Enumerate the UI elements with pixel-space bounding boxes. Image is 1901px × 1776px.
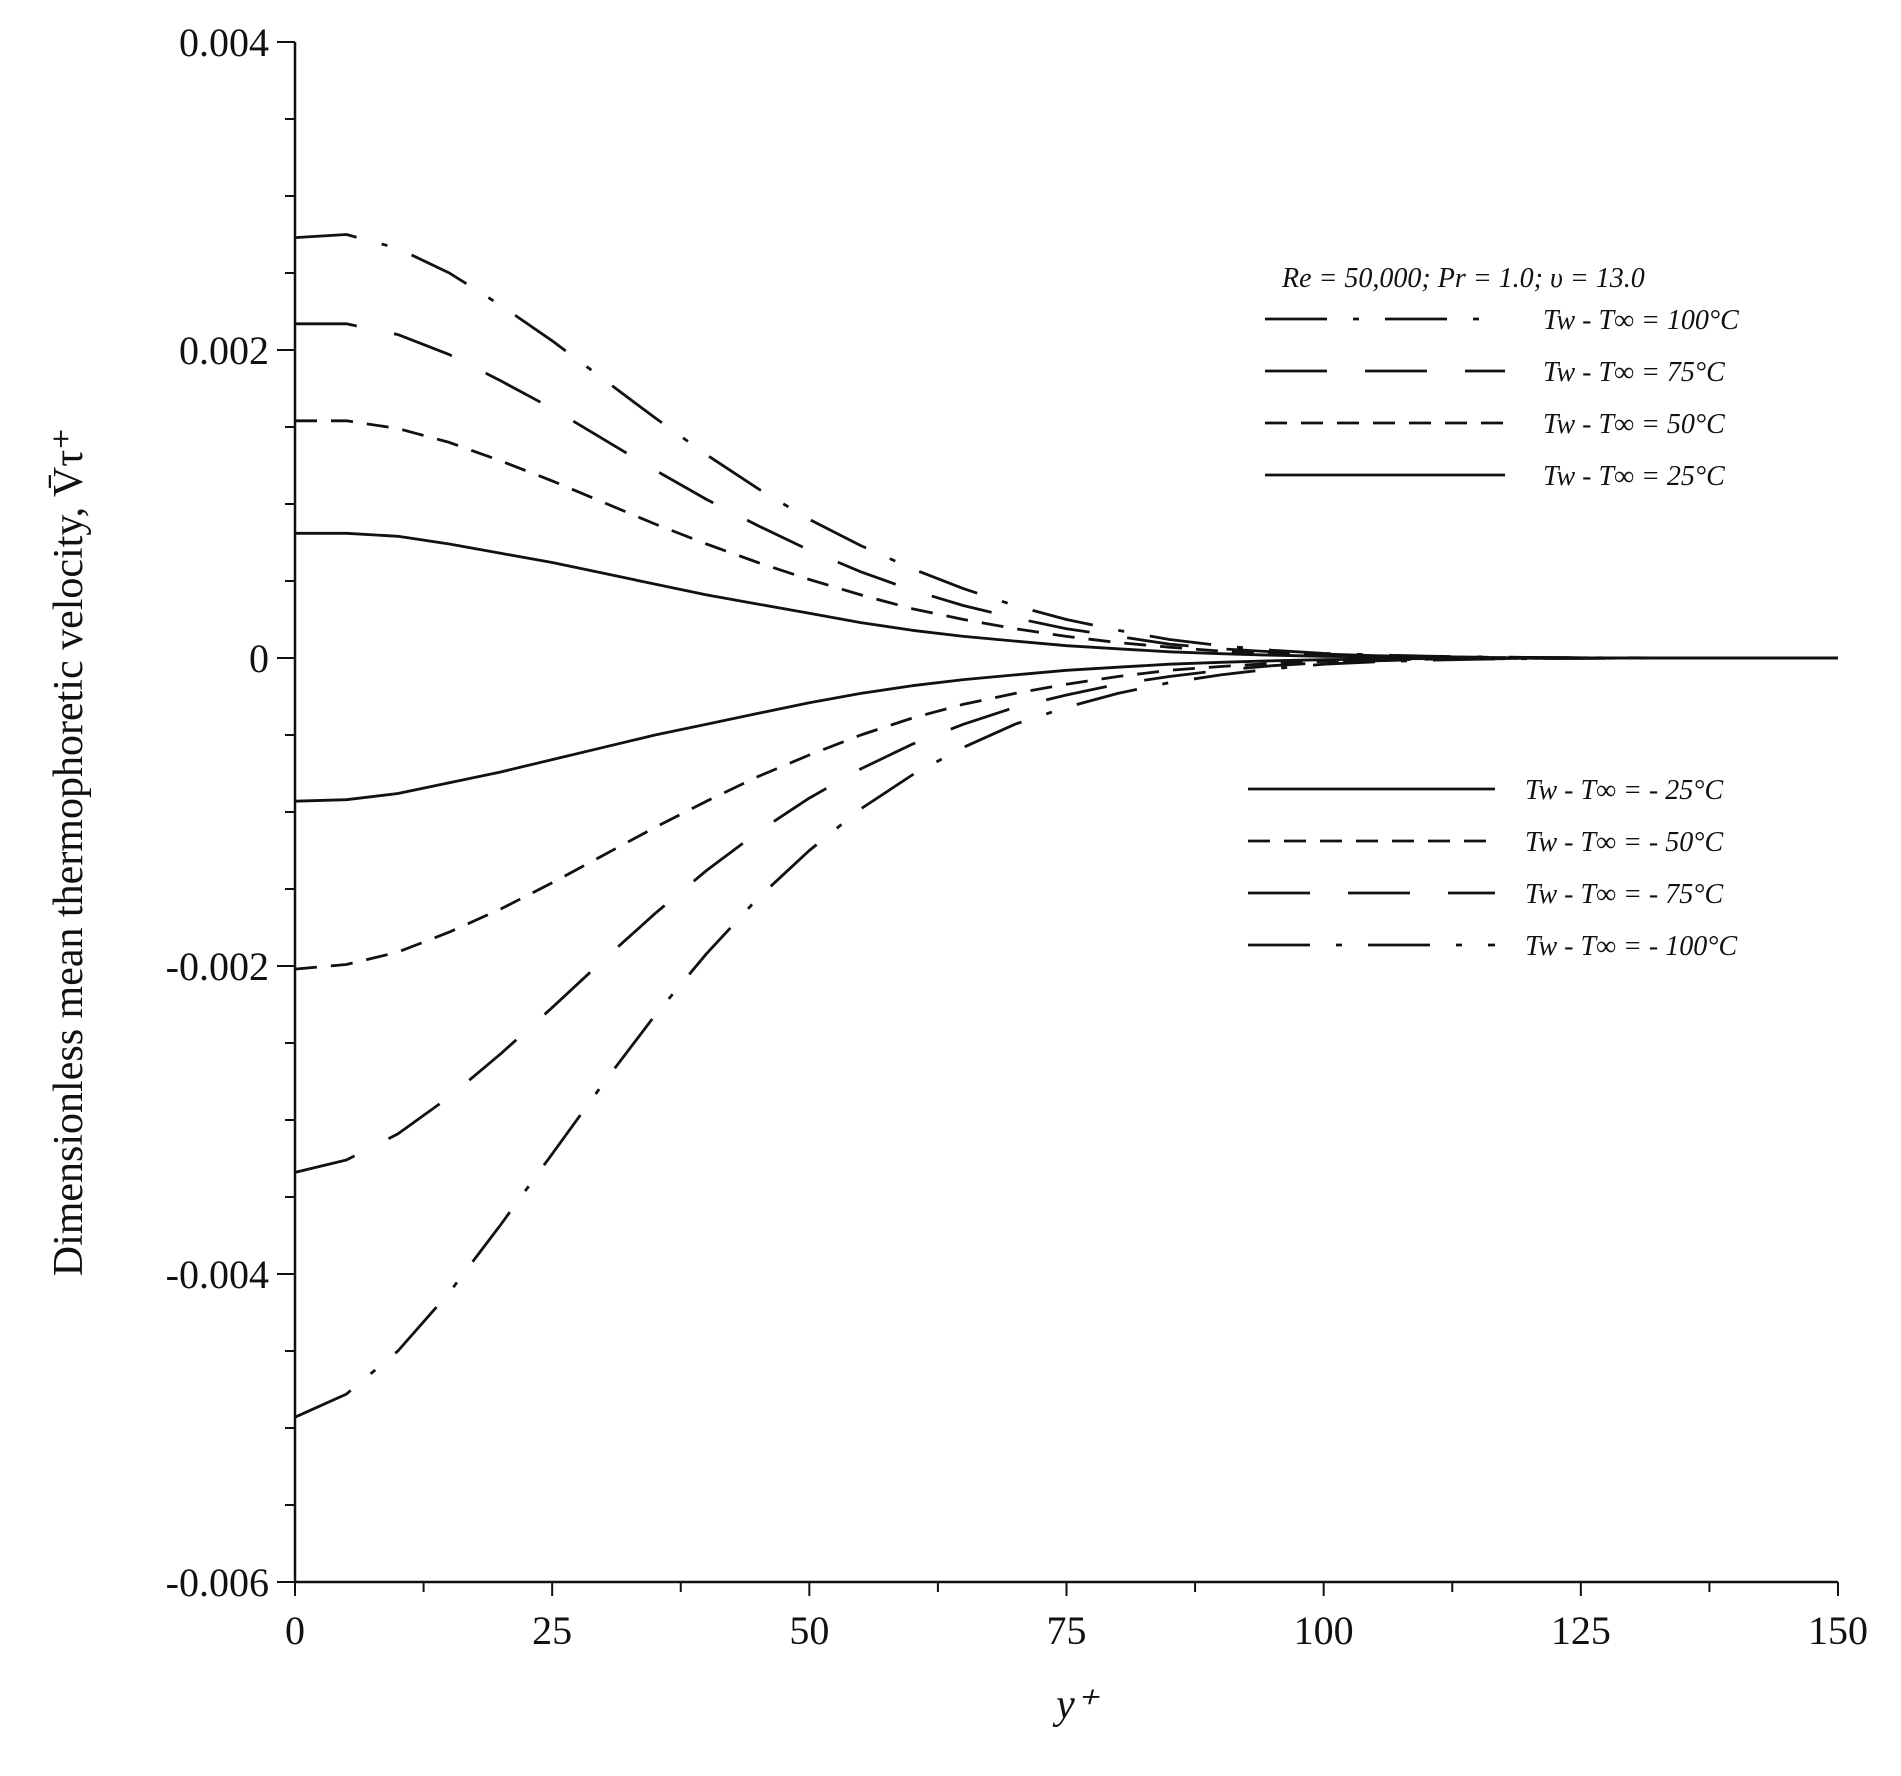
y-tick-label: 0: [249, 636, 269, 681]
legend-label-3: Tw - T∞ = 25°C: [1543, 461, 1725, 492]
series-lines: [294, 233, 1838, 1419]
series-line-6: [294, 656, 1838, 1174]
y-tick-label: 0.002: [179, 328, 269, 373]
y-tick-label: -0.002: [166, 944, 269, 989]
legend-label-1: Tw - T∞ = 75°C: [1543, 357, 1725, 388]
axes: 0 25 50 75 100 125 150 0.004 0.002 0 -0.002 -0.004 -…: [166, 20, 1868, 1653]
series-line-3: [295, 531, 1838, 660]
legend: Re = 50,000; Pr = 1.0; υ = 13.0 Tw - T∞ …: [1248, 263, 1739, 962]
x-tick-label: 0: [285, 1608, 305, 1653]
legend-label-6: Tw - T∞ = - 75°C: [1525, 879, 1723, 910]
x-tick-label: 75: [1047, 1608, 1087, 1653]
series-line-7: [294, 656, 1838, 1419]
y-tick-label: -0.004: [166, 1252, 269, 1297]
x-axis-title: y⁺: [1052, 1682, 1100, 1728]
x-tick-label: 50: [789, 1608, 829, 1653]
y-tick-label: -0.006: [166, 1560, 269, 1605]
legend-label-4: Tw - T∞ = - 25°C: [1525, 775, 1723, 806]
legend-label-5: Tw - T∞ = - 50°C: [1525, 827, 1723, 858]
legend-label-2: Tw - T∞ = 50°C: [1543, 409, 1725, 440]
legend-label-7: Tw - T∞ = - 100°C: [1525, 931, 1737, 962]
legend-label-0: Tw - T∞ = 100°C: [1543, 305, 1739, 336]
legend-title: Re = 50,000; Pr = 1.0; υ = 13.0: [1281, 263, 1645, 294]
y-axis-title: Dimensionless mean thermophoretic veloci…: [46, 428, 92, 1277]
x-tick-label: 25: [532, 1608, 572, 1653]
series-line-0: [294, 233, 1838, 660]
x-tick-label: 150: [1808, 1608, 1868, 1653]
x-tick-label: 100: [1294, 1608, 1354, 1653]
series-line-5: [294, 656, 1838, 971]
x-tick-label: 125: [1551, 1608, 1611, 1653]
y-tick-label: 0.004: [179, 20, 269, 65]
series-line-2: [295, 419, 1838, 660]
